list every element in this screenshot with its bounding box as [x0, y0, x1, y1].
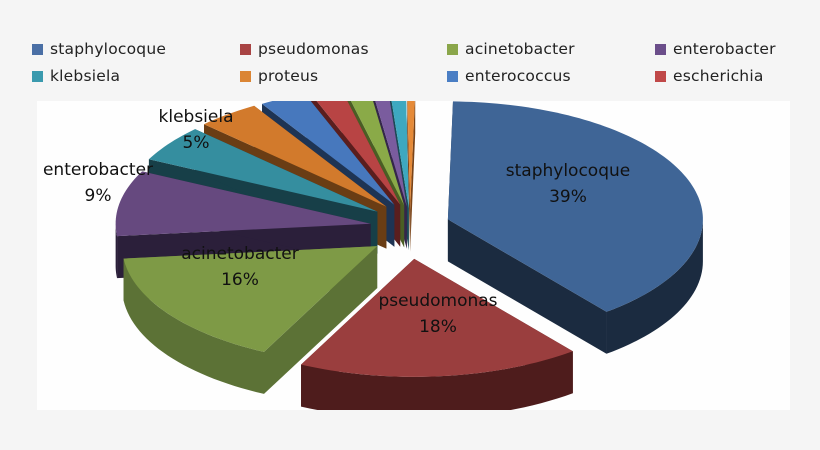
legend-label: klebsiela [50, 67, 121, 85]
legend-swatch [447, 43, 458, 55]
slice-name: acinetobacter [181, 244, 299, 264]
chart-legend: staphylocoque pseudomonas acinetobacter … [0, 36, 820, 92]
legend-label: acinetobacter [465, 40, 575, 58]
pie-slice-pseudomonas [301, 258, 573, 410]
slice-label-klebsiela: klebsiela 5% [159, 104, 234, 156]
legend-swatch [655, 43, 666, 55]
plot-area: staphylocoque 39% pseudomonas 18% acinet… [37, 101, 790, 410]
legend-swatch [447, 70, 458, 82]
legend-item-staphylocoque: staphylocoque [32, 40, 166, 58]
slice-name: staphylocoque [505, 161, 631, 181]
legend-swatch [32, 43, 43, 55]
slice-name: klebsiela [158, 107, 234, 127]
legend-label: pseudomonas [258, 40, 369, 58]
legend-label: proteus [258, 67, 319, 85]
legend-swatch [240, 43, 251, 55]
pie-chart-3d [115, 101, 703, 410]
legend-label: enterobacter [673, 40, 776, 58]
legend-item-escherichia: escherichia [655, 67, 764, 85]
legend-item-enterobacter: enterobacter [655, 40, 776, 58]
slice-percent: 9% [84, 186, 112, 206]
pie-slice-other-11 [407, 101, 416, 252]
slice-name: enterobacter [42, 160, 154, 180]
slice-label-pseudomonas: pseudomonas 18% [378, 288, 497, 340]
slice-label-staphylocoque: staphylocoque 39% [506, 158, 630, 210]
legend-item-klebsiela: klebsiela [32, 67, 120, 85]
legend-item-enterococcus: enterococcus [447, 67, 571, 85]
legend-swatch [655, 70, 666, 82]
legend-label: escherichia [673, 67, 764, 85]
slice-percent: 16% [221, 270, 259, 290]
legend-item-proteus: proteus [240, 67, 318, 85]
pie-slice-acinetobacter [123, 246, 378, 394]
legend-label: enterococcus [465, 67, 571, 85]
legend-label: staphylocoque [50, 40, 167, 58]
legend-item-pseudomonas: pseudomonas [240, 40, 369, 58]
slice-label-enterobacter: enterobacter 9% [43, 157, 153, 209]
legend-swatch [32, 70, 43, 82]
legend-swatch [240, 70, 251, 82]
legend-item-acinetobacter: acinetobacter [447, 40, 575, 58]
slice-label-acinetobacter: acinetobacter 16% [181, 241, 298, 293]
slice-percent: 5% [182, 133, 210, 153]
slice-name: pseudomonas [378, 291, 498, 311]
pie-slice-staphylocoque [447, 101, 703, 354]
slice-percent: 18% [419, 317, 457, 337]
slice-percent: 39% [549, 187, 587, 207]
